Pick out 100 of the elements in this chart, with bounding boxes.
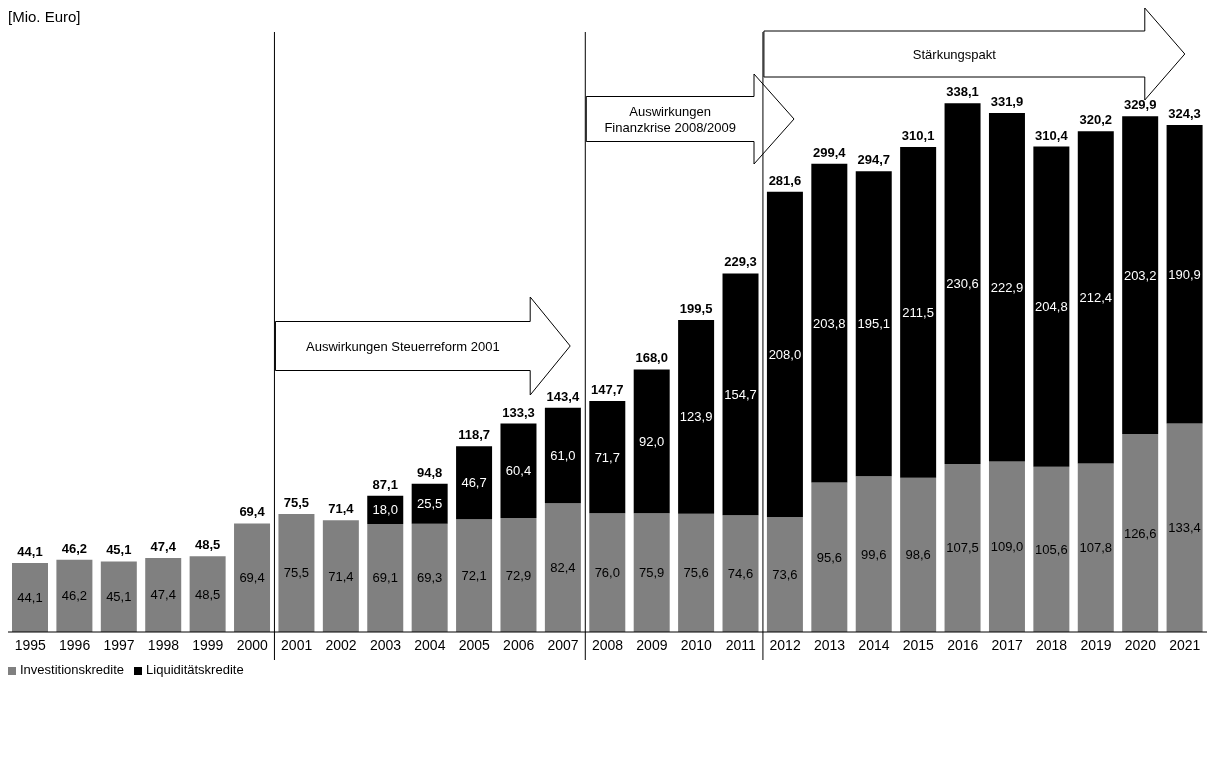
- total-label: 281,6: [768, 172, 802, 188]
- bar: [722, 515, 759, 632]
- data-label: 109,0: [990, 539, 1024, 555]
- data-label: 230,6: [946, 276, 979, 292]
- total-label: 71,4: [328, 501, 355, 517]
- bar: [811, 482, 848, 632]
- x-tick-label: 2019: [1080, 636, 1112, 653]
- bar: [633, 513, 670, 632]
- bar: [322, 520, 359, 632]
- data-label: 25,5: [417, 496, 443, 512]
- bar: [589, 513, 626, 632]
- bar: [411, 523, 448, 632]
- bar: [1166, 124, 1203, 424]
- data-label: 45,1: [106, 589, 132, 605]
- bar: [722, 273, 759, 516]
- data-label: 46,7: [461, 475, 487, 491]
- total-label: 338,1: [946, 84, 979, 100]
- total-label: 168,0: [635, 350, 668, 366]
- data-label: 69,4: [239, 570, 265, 586]
- x-tick-label: 2009: [636, 636, 668, 653]
- total-label: 310,1: [901, 128, 935, 144]
- bar: [766, 516, 803, 632]
- x-tick-label: 1995: [14, 636, 46, 653]
- data-label: 60,4: [505, 463, 532, 479]
- data-label: 107,5: [946, 540, 979, 556]
- bar: [589, 401, 626, 514]
- data-label: 99,6: [861, 546, 887, 562]
- x-tick-label: 2006: [503, 636, 535, 653]
- bar: [278, 513, 315, 632]
- bar: [1033, 466, 1070, 632]
- total-label: 229,3: [724, 254, 757, 270]
- bar: [1077, 463, 1114, 632]
- x-tick-label: 2021: [1169, 636, 1201, 653]
- total-label: 47,4: [150, 538, 177, 554]
- data-label: 47,4: [150, 587, 176, 603]
- total-label: 199,5: [679, 301, 713, 317]
- total-label: 69,4: [239, 504, 266, 520]
- data-label: 69,3: [417, 570, 443, 586]
- legend-label: Investitionskredite: [20, 662, 125, 677]
- data-label: 195,1: [857, 316, 891, 332]
- bar: [456, 446, 493, 520]
- x-tick-label: 2018: [1036, 636, 1068, 653]
- data-label: 75,6: [683, 565, 709, 581]
- x-tick-label: 2003: [369, 636, 402, 653]
- bar: [633, 369, 670, 514]
- bar: [1033, 146, 1070, 467]
- data-label: 69,1: [372, 570, 398, 586]
- total-label: 310,4: [1035, 127, 1069, 143]
- total-label: 87,1: [372, 476, 398, 492]
- x-tick-label: 1999: [192, 636, 224, 653]
- x-tick-label: 2014: [858, 636, 890, 653]
- x-tick-label: 1998: [147, 636, 180, 653]
- total-label: 45,1: [106, 542, 132, 558]
- bar: [544, 407, 581, 504]
- bar: [12, 563, 48, 632]
- data-label: 211,5: [902, 304, 934, 320]
- data-label: 92,0: [639, 433, 665, 449]
- data-label: 154,7: [724, 386, 757, 402]
- bar: [411, 483, 448, 524]
- bar: [544, 503, 581, 632]
- x-tick-label: 1996: [59, 636, 91, 653]
- x-tick-label: 2007: [547, 636, 579, 653]
- data-label: 203,8: [813, 315, 846, 331]
- data-label: 48,5: [194, 586, 221, 602]
- data-label: 72,1: [461, 568, 487, 584]
- total-label: 324,3: [1168, 105, 1201, 121]
- data-label: 75,9: [639, 565, 665, 581]
- bar: [900, 477, 937, 632]
- data-label: 204,8: [1035, 299, 1068, 315]
- annotation: Auswirkungen Finanzkrise 2008/2009: [604, 103, 736, 135]
- x-tick-label: 2011: [725, 636, 756, 653]
- bar: [1122, 116, 1159, 435]
- total-label: 44,1: [17, 544, 43, 560]
- x-tick-label: 2000: [236, 636, 269, 653]
- chart-subtitle: [Mio. Euro]: [8, 8, 81, 25]
- x-tick-label: 2017: [991, 636, 1023, 653]
- x-tick-label: 2005: [458, 636, 491, 653]
- data-label: 190,9: [1168, 266, 1201, 282]
- data-label: 74,6: [727, 566, 754, 582]
- total-label: 143,4: [546, 388, 580, 404]
- bar: [1077, 131, 1114, 464]
- bar: [678, 320, 715, 514]
- total-label: 147,7: [591, 382, 624, 398]
- x-tick-label: 2012: [769, 636, 801, 653]
- total-label: 94,8: [417, 464, 443, 480]
- data-label: 95,6: [816, 549, 842, 565]
- bar: [500, 423, 537, 518]
- bar: [234, 523, 271, 632]
- x-tick-label: 2004: [414, 636, 446, 653]
- data-label: 105,6: [1035, 541, 1068, 557]
- bar: [855, 476, 892, 632]
- x-tick-label: 2016: [947, 636, 979, 653]
- bar: [145, 557, 182, 632]
- data-label: 222,9: [990, 279, 1024, 295]
- data-label: 72,9: [505, 567, 532, 583]
- bar: [1122, 434, 1159, 632]
- bar: [811, 163, 848, 483]
- total-label: 329,9: [1123, 97, 1157, 113]
- x-tick-label: 2020: [1124, 636, 1157, 653]
- data-label: 208,0: [768, 346, 802, 362]
